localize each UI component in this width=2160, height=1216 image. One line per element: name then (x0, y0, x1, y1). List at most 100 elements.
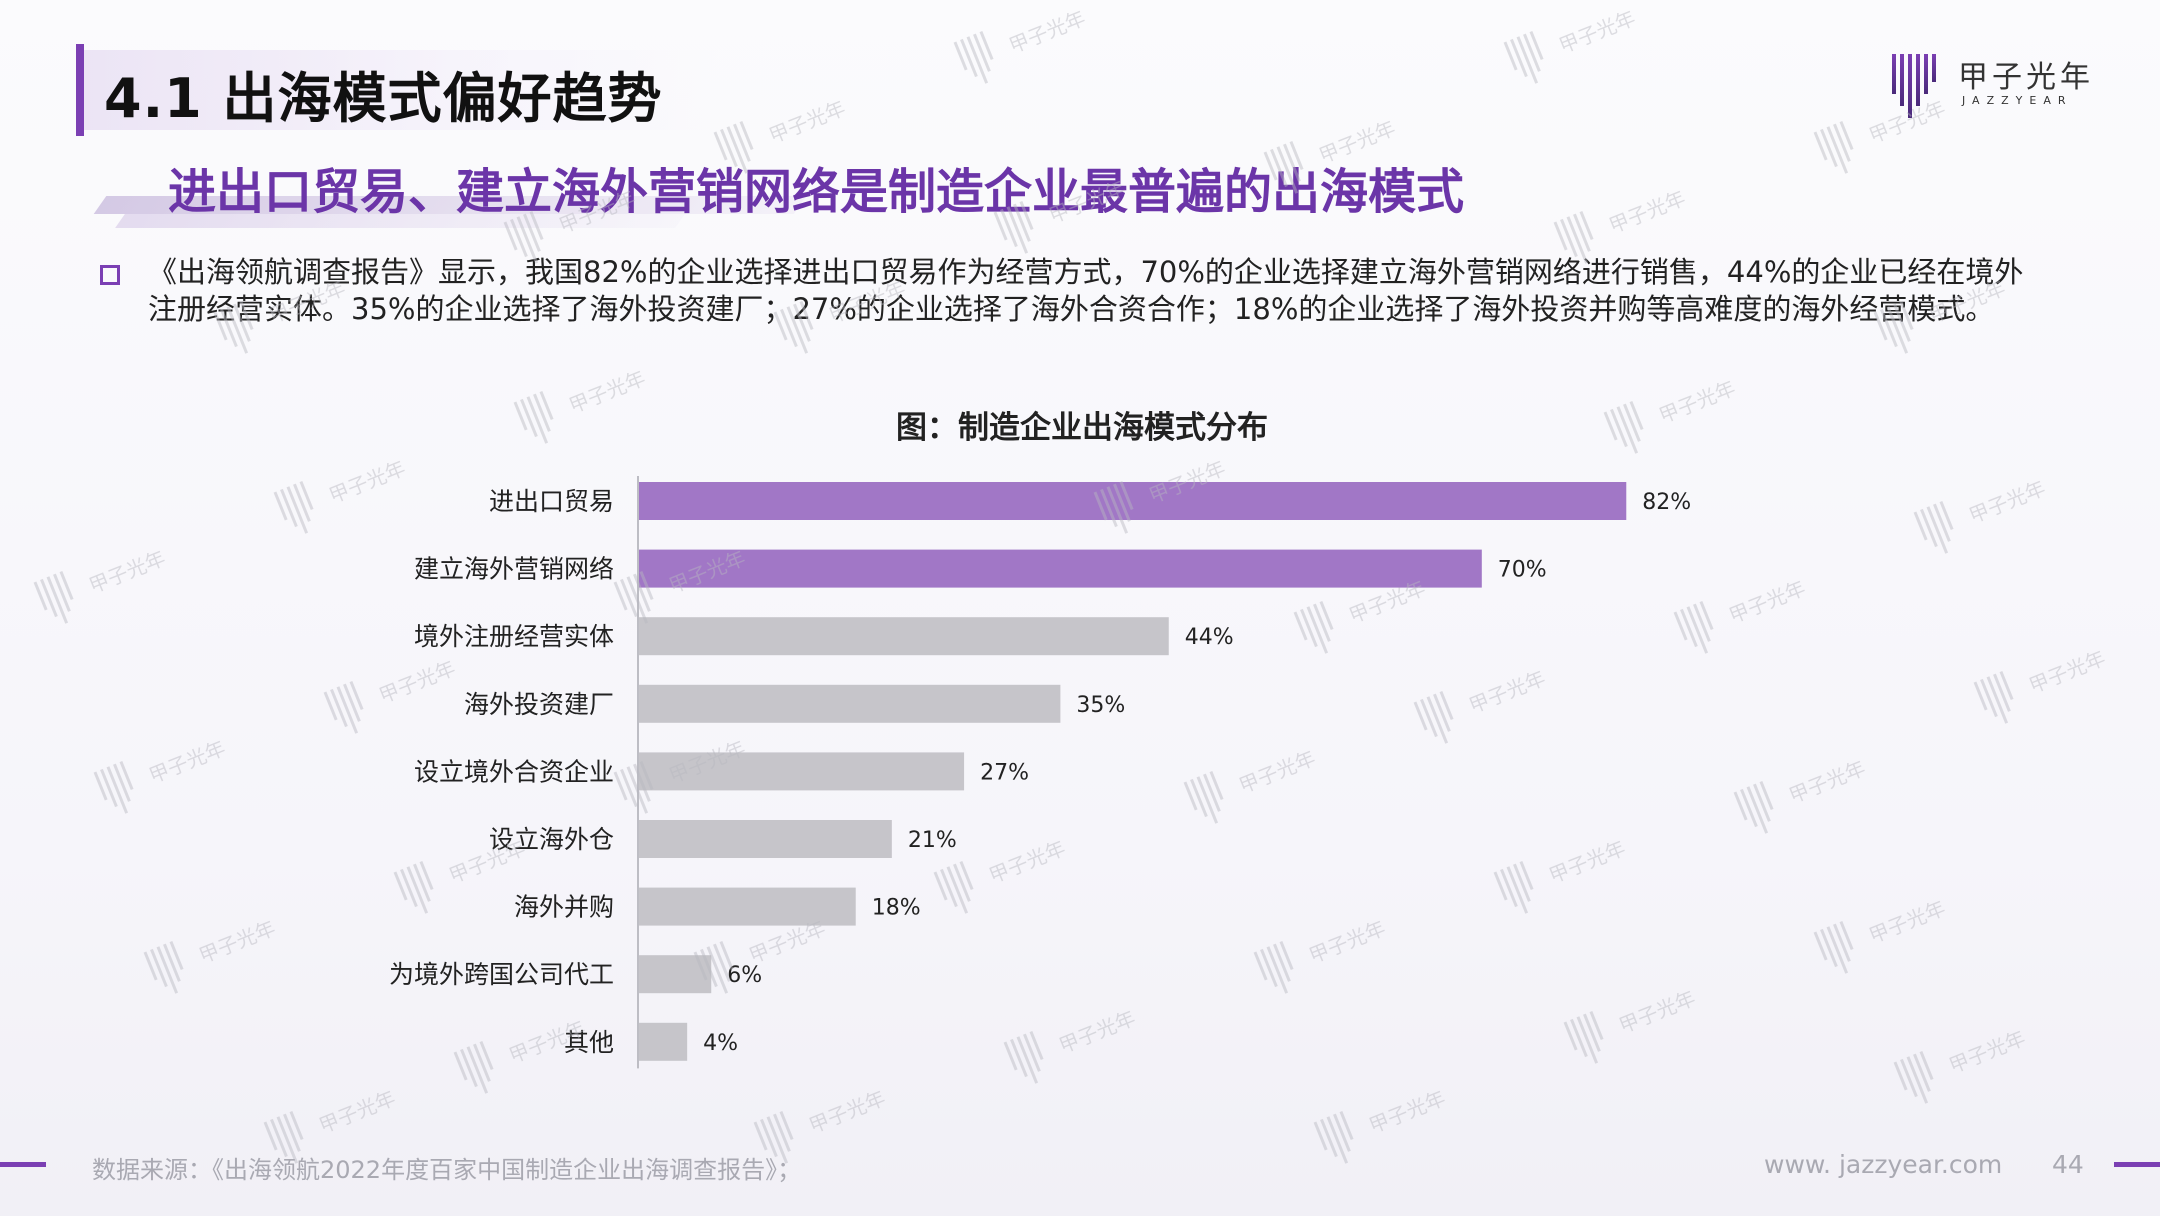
watermark-mark-icon (1183, 771, 1224, 824)
watermark-mark-icon (513, 391, 554, 444)
website-link[interactable]: www. jazzyear.com (1764, 1150, 2003, 1179)
watermark-logo: 甲子光年 (1253, 916, 1400, 1010)
watermark-mark-icon (213, 301, 254, 354)
watermark-mark-icon (1563, 1011, 1604, 1064)
bar-3 (639, 617, 1169, 656)
watermark-mark-icon (1733, 781, 1774, 834)
title-band (84, 50, 724, 130)
logo-name-cn: 甲子光年 (1958, 60, 2094, 95)
watermark-mark-icon (143, 941, 184, 994)
bar-9 (639, 1022, 688, 1061)
watermark-logo: 甲子光年 (1973, 646, 2120, 740)
bar-8 (639, 955, 712, 994)
watermark-mark-icon (933, 861, 974, 914)
watermark-logo: 甲子光年 (1563, 986, 1710, 1080)
value-label: 21% (908, 828, 957, 853)
watermark-mark-icon (1873, 301, 1914, 354)
footer-accent-left (0, 1162, 46, 1167)
watermark-mark-icon (1913, 501, 1954, 554)
value-label: 44% (1185, 625, 1234, 650)
watermark-logo: 甲子光年 (713, 96, 860, 190)
watermark-mark-icon (713, 121, 754, 174)
watermark-mark-icon (273, 481, 314, 534)
data-source: 数据来源：《出海领航2022年度百家中国制造企业出海调查报告》； (92, 1156, 802, 1184)
watermark-logo: 甲子光年 (1893, 1026, 2040, 1120)
watermark-mark-icon (693, 941, 734, 994)
watermark-mark-icon (753, 1111, 794, 1164)
watermark-logo: 甲子光年 (33, 546, 180, 640)
bar-chart: 进出口贸易 82% 建立海外营销网络 70% 境外注册经营实体 44% 海外投资建厂 35% 设… (389, 476, 1691, 1069)
watermark-mark-icon (263, 1111, 304, 1164)
watermark-logo: 甲子光年 (143, 916, 290, 1010)
watermark-mark-icon (613, 571, 654, 624)
watermark-text: 甲子光年 (565, 365, 649, 418)
bar-2 (639, 549, 1482, 588)
watermark-mark-icon (1503, 31, 1544, 84)
watermark-mark-icon (1893, 1051, 1934, 1104)
watermark-mark-icon (453, 1041, 494, 1094)
category-label: 设立境外合资企业 (414, 757, 614, 786)
brand-logo: 甲子光年 JAZZYEAR (1888, 50, 2090, 120)
watermark-text: 甲子光年 (315, 1085, 399, 1138)
watermark-logo: 甲子光年 (693, 916, 840, 1010)
watermark-logo: 甲子光年 (993, 176, 1140, 270)
watermark-mark-icon (953, 31, 994, 84)
watermark-logo: 甲子光年 (1313, 1086, 1460, 1180)
bar-6 (639, 820, 892, 858)
watermark-mark-icon (1093, 481, 1134, 534)
watermark-mark-icon (1673, 601, 1714, 654)
category-label: 进出口贸易 (489, 487, 614, 516)
watermark-mark-icon (1263, 141, 1304, 194)
watermark-logo: 甲子光年 (1493, 836, 1640, 930)
watermark-mark-icon (613, 761, 654, 814)
bar-5 (639, 752, 965, 791)
watermark-logo: 甲子光年 (953, 6, 1100, 100)
bar-4 (639, 684, 1061, 723)
watermark-mark-icon (393, 861, 434, 914)
category-label: 建立海外营销网络 (414, 555, 614, 584)
watermark-logo: 甲子光年 (933, 836, 1080, 930)
watermark-text: 甲子光年 (1365, 1085, 1449, 1138)
watermark-mark-icon (1493, 861, 1534, 914)
value-label: 27% (980, 760, 1029, 785)
watermark-logo: 甲子光年 (1673, 576, 1820, 670)
category-label: 海外并购 (514, 893, 614, 922)
watermark-logo: 甲子光年 (1813, 896, 1960, 990)
watermark-logo: 甲子光年 (773, 276, 920, 370)
watermark-logo: 甲子光年 (753, 1086, 900, 1180)
category-label: 设立海外仓 (489, 825, 614, 854)
watermark-mark-icon (773, 301, 814, 354)
value-label: 6% (727, 963, 762, 988)
watermark-mark-icon (1603, 401, 1644, 454)
watermark-logo: 甲子光年 (453, 1016, 600, 1110)
body-paragraph: 《出海领航调查报告》显示，我国82%的企业选择进出口贸易作为经营方式，70%的企… (148, 255, 2024, 326)
watermark-text: 甲子光年 (1005, 5, 1089, 58)
watermark-text: 甲子光年 (805, 1085, 889, 1138)
watermark-mark-icon (1813, 121, 1854, 174)
watermark-logo: 甲子光年 (93, 736, 240, 830)
watermark-logo: 甲子光年 (1263, 116, 1410, 210)
value-label: 35% (1076, 693, 1125, 718)
category-label: 海外投资建厂 (464, 690, 614, 719)
bar-1 (639, 482, 1627, 520)
watermark-logo: 甲子光年 (263, 1086, 410, 1180)
watermark-logo: 甲子光年 (1293, 576, 1440, 670)
watermark-mark-icon (93, 761, 134, 814)
value-label: 70% (1498, 558, 1547, 583)
category-label: 境外注册经营实体 (414, 622, 614, 651)
watermark-logo: 甲子光年 (1913, 476, 2060, 570)
watermark-logo: 甲子光年 (613, 736, 760, 830)
title-accent-bar (76, 44, 84, 136)
watermark-logo: 甲子光年 (1183, 746, 1330, 840)
chart-title: 图：制造企业出海模式分布 (896, 410, 1268, 446)
watermark-mark-icon (323, 681, 364, 734)
watermark-text: 甲子光年 (1605, 185, 1689, 238)
watermark-text: 甲子光年 (1315, 115, 1399, 168)
category-label: 为境外跨国公司代工 (389, 960, 614, 989)
watermark-mark-icon (1553, 211, 1594, 264)
watermark-mark-icon (1973, 671, 2014, 724)
watermark-logo: 甲子光年 (1603, 376, 1750, 470)
watermark-text: 甲子光年 (765, 95, 849, 148)
watermark-mark-icon (1813, 921, 1854, 974)
watermark-text: 甲子光年 (1555, 5, 1639, 58)
